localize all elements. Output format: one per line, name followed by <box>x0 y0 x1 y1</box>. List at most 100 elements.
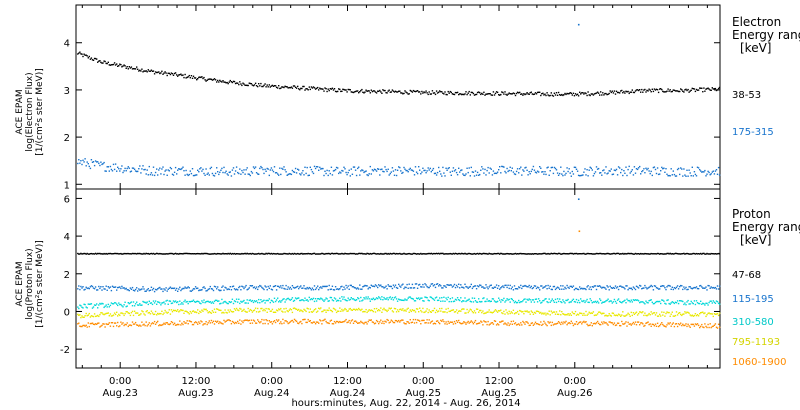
proton-point <box>677 302 680 305</box>
proton-point <box>693 325 696 327</box>
proton-point <box>574 301 577 303</box>
proton-point <box>456 253 459 255</box>
proton-point <box>605 314 607 316</box>
proton-point <box>232 311 235 313</box>
electron-point <box>341 169 343 172</box>
proton-point <box>507 313 509 315</box>
proton-point <box>192 299 195 301</box>
proton-point <box>89 303 92 305</box>
proton-point <box>253 253 256 255</box>
proton-point <box>709 323 711 325</box>
electron-point <box>430 171 432 173</box>
proton-point <box>153 302 156 304</box>
electron-point <box>624 92 626 94</box>
proton-point <box>125 305 127 308</box>
proton-point <box>128 289 130 292</box>
proton-point <box>531 299 533 301</box>
proton-point <box>390 319 392 321</box>
proton-point <box>700 284 702 287</box>
proton-point <box>622 252 624 255</box>
proton-point <box>395 298 398 300</box>
electron-point <box>539 91 541 93</box>
electron-point <box>352 166 355 168</box>
electron-point <box>193 77 196 79</box>
proton-point <box>165 300 167 302</box>
electron-point <box>273 166 276 168</box>
proton-point <box>690 323 692 326</box>
electron-point <box>286 174 288 176</box>
proton-point <box>303 308 305 311</box>
proton-point <box>637 287 640 289</box>
proton-point <box>120 303 122 306</box>
electron-point <box>294 86 297 88</box>
electron-point <box>231 169 234 171</box>
proton-point <box>605 288 607 290</box>
electron-point <box>717 87 720 90</box>
proton-point <box>391 296 394 299</box>
proton-point <box>160 313 162 315</box>
electron-point <box>268 174 270 177</box>
proton-point <box>201 300 203 302</box>
proton-point <box>189 320 191 323</box>
proton-point <box>528 253 530 255</box>
proton-point <box>573 300 576 303</box>
electron-point <box>407 93 409 95</box>
proton-point <box>424 311 426 313</box>
electron-point <box>683 168 685 170</box>
electron-point <box>371 90 374 93</box>
proton-point <box>161 288 163 290</box>
proton-point <box>217 286 219 288</box>
proton-point <box>566 324 568 326</box>
proton-point <box>85 312 87 315</box>
proton-point <box>213 285 216 288</box>
electron-point <box>480 93 482 96</box>
proton-point <box>594 314 597 316</box>
electron-point <box>571 94 573 96</box>
electron-point <box>361 169 363 171</box>
proton-point <box>385 309 387 311</box>
electron-point <box>161 70 163 72</box>
electron-point <box>429 167 431 170</box>
proton-point <box>80 285 82 288</box>
proton-point <box>493 252 496 255</box>
proton-point <box>504 253 506 255</box>
proton-point <box>173 309 176 312</box>
proton-point <box>639 311 641 313</box>
electron-point <box>136 66 138 68</box>
proton-point <box>189 310 191 313</box>
proton-point <box>347 297 349 299</box>
proton-point <box>463 308 465 310</box>
proton-point <box>521 301 523 303</box>
proton-point <box>689 253 691 255</box>
electron-point <box>140 70 142 72</box>
proton-point <box>660 323 662 325</box>
proton-point <box>665 253 667 255</box>
proton-point <box>560 285 562 287</box>
x-tick-time-label: 12:00 <box>485 376 514 387</box>
proton-point <box>471 287 474 290</box>
electron-point <box>214 79 217 81</box>
proton-point <box>192 310 195 312</box>
proton-point <box>684 324 686 327</box>
proton-point <box>507 284 509 286</box>
proton-point <box>478 322 480 324</box>
proton-point <box>79 314 81 316</box>
proton-point <box>261 286 263 289</box>
proton-point <box>661 299 663 301</box>
proton-point <box>333 308 336 310</box>
proton-point <box>480 253 482 255</box>
proton-point <box>156 289 158 291</box>
proton-point <box>203 308 205 310</box>
proton-point <box>423 319 425 322</box>
proton-point <box>334 322 337 324</box>
proton-point <box>692 302 694 305</box>
proton-point <box>421 297 423 299</box>
proton-point <box>586 252 588 255</box>
electron-point <box>143 70 145 72</box>
proton-point <box>669 303 671 305</box>
proton-point <box>326 322 328 324</box>
proton-point <box>283 322 285 324</box>
proton-point <box>333 289 336 291</box>
proton-point <box>627 312 629 314</box>
proton-point <box>414 283 417 285</box>
